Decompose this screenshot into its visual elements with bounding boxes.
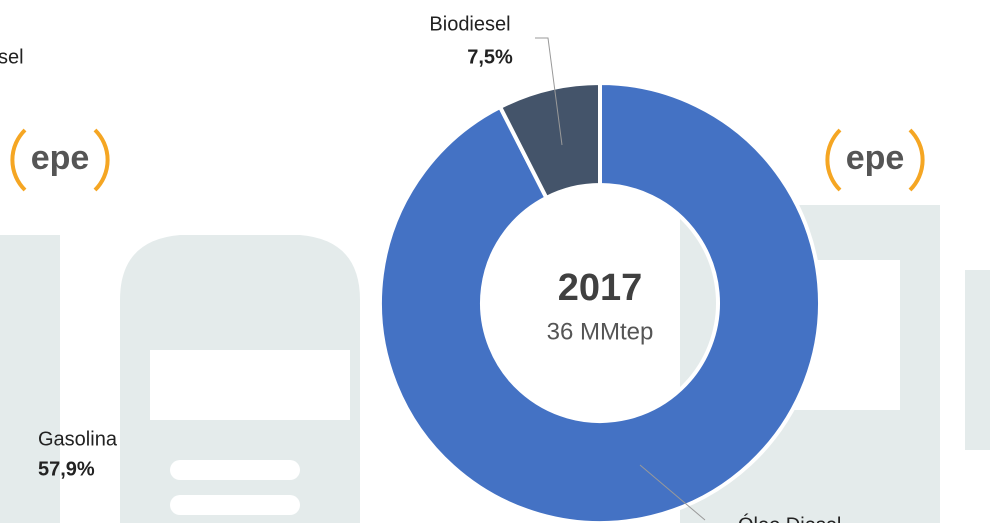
leader-line: [639, 464, 706, 521]
value-label: 57,9%: [38, 458, 95, 480]
category-label: Óleo Diesel: [738, 513, 841, 523]
logo-text: epe: [846, 139, 905, 177]
value-label: 7,5%: [467, 46, 513, 68]
logo-text: epe: [31, 139, 90, 177]
category-label: Biodiesel: [429, 13, 510, 35]
logo: epe epe: [10, 128, 925, 192]
donut-segment: [378, 80, 822, 523]
center-subtitle: 36 MMtep: [547, 318, 654, 345]
center-title: 2017: [558, 267, 643, 309]
category-label: Gasolina: [38, 428, 118, 450]
partial-label: sel: [0, 46, 24, 68]
donut-segment: [497, 80, 602, 201]
leader-line: [535, 37, 563, 146]
